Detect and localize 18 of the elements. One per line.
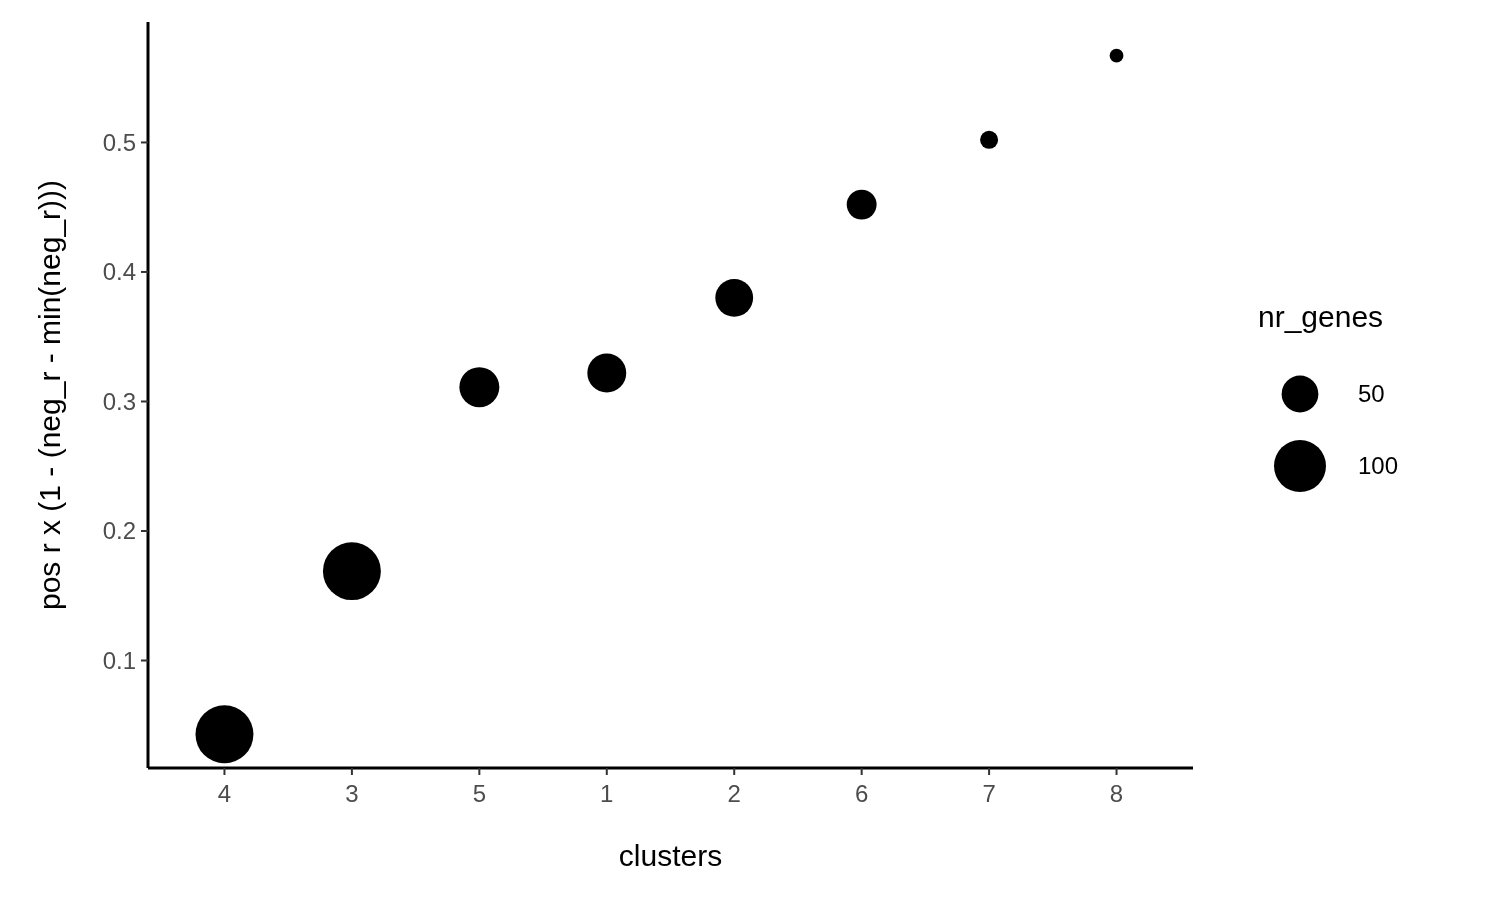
y-tick-label: 0.4 (102, 258, 136, 286)
x-tick-label: 3 (345, 780, 359, 807)
y-tick-label: 0.3 (102, 387, 136, 415)
x-tick-label: 4 (217, 780, 232, 807)
legend-label: 50 (1358, 380, 1385, 408)
x-tick-label: 8 (1109, 780, 1124, 807)
x-tick-label: 6 (854, 780, 869, 807)
x-axis-title: clusters (618, 839, 723, 872)
y-tick-label: 0.2 (102, 517, 136, 545)
y-tick-label: 0.1 (102, 646, 136, 674)
y-tick-label: 0.5 (102, 128, 136, 156)
x-tick-label: 5 (472, 780, 487, 807)
legend-title: nr_genes (1258, 300, 1384, 333)
x-tick-label: 7 (982, 780, 996, 807)
x-tick-label: 2 (727, 780, 741, 807)
y-axis-title: pos r x (1 - (neg_r - min(neg_r))) (33, 179, 66, 611)
legend-label: 100 (1358, 452, 1399, 480)
x-tick-label: 1 (600, 780, 614, 807)
